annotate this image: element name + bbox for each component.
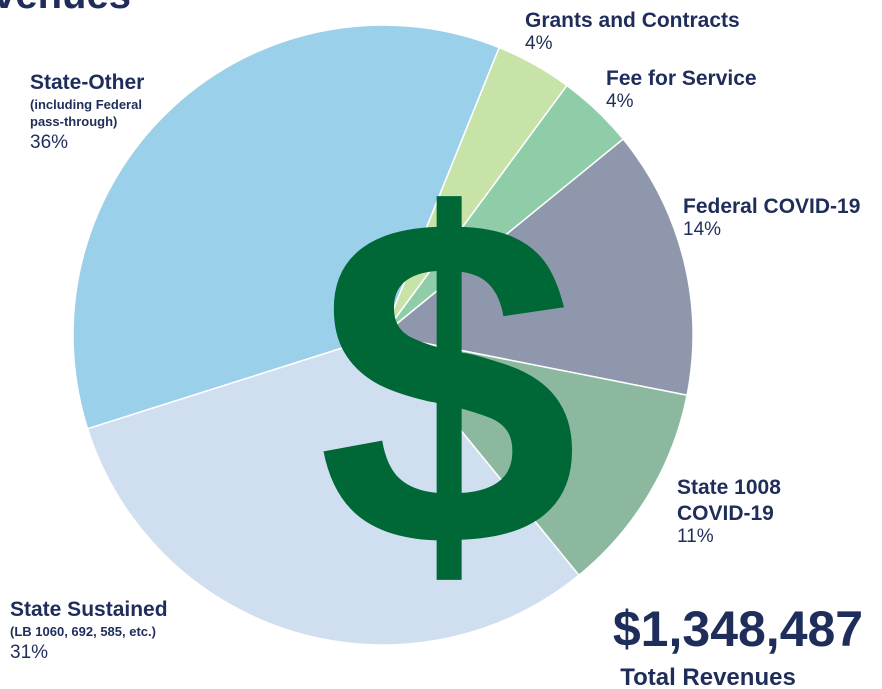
- slice-percent: 4%: [606, 91, 634, 112]
- slice-label: State 1008 COVID-19: [677, 476, 781, 525]
- pie-slice: [86, 334, 580, 646]
- slice-percent: 4%: [525, 33, 553, 54]
- chart-title: Revenues: [0, 0, 131, 17]
- sublabel-line: (including Federal: [30, 97, 142, 112]
- pie-slice: [381, 138, 694, 397]
- slice-label: Grants and Contracts: [525, 9, 740, 32]
- slice-label-line: COVID-19: [677, 502, 774, 525]
- slice-label: State Sustained: [10, 598, 168, 621]
- sublabel-line: pass-through): [30, 114, 117, 129]
- slice-label-line: State 1008: [677, 476, 781, 499]
- pie-slice: [72, 24, 501, 430]
- slice-percent: 11%: [677, 526, 714, 547]
- slice-label: Fee for Service: [606, 67, 757, 90]
- slice-percent: 14%: [683, 219, 721, 240]
- slice-percent: 36%: [30, 132, 68, 153]
- slice-label: Federal COVID-19: [683, 195, 860, 218]
- slice-sublabel: (including Federal pass-through): [30, 97, 142, 129]
- dollar-icon: $: [317, 120, 578, 645]
- pie-slice: [381, 333, 688, 577]
- pie: [72, 24, 694, 646]
- slice-sublabel: (LB 1060, 692, 585, etc.): [10, 624, 156, 639]
- total-label: Total Revenues: [620, 664, 796, 689]
- slice-label: State-Other: [30, 71, 144, 94]
- total-value: $1,348,487: [613, 601, 863, 657]
- slice-percent: 31%: [10, 642, 48, 663]
